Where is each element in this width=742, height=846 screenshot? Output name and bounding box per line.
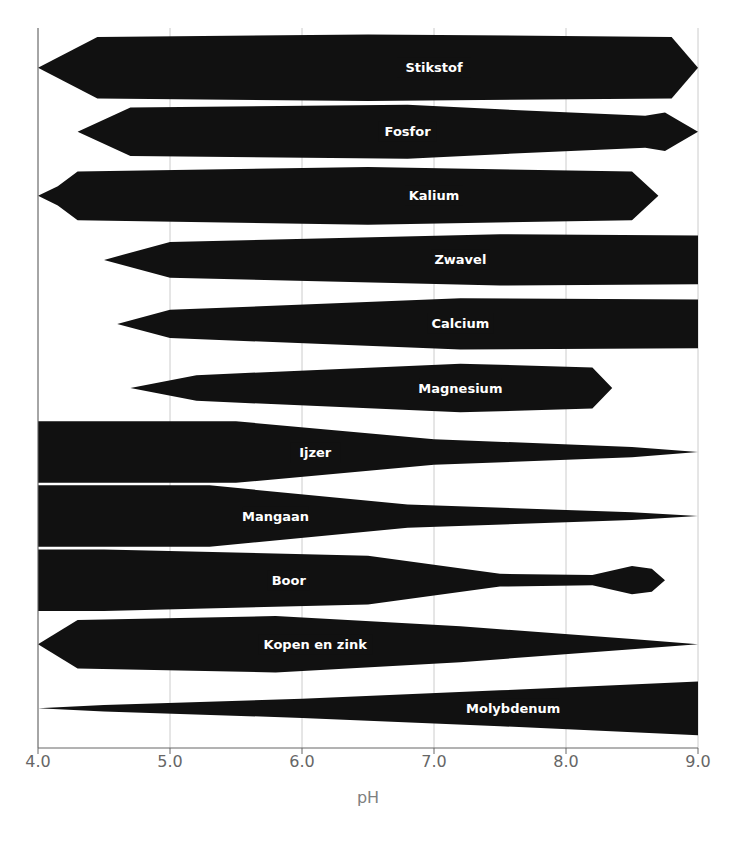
svg-text:Calcium: Calcium: [432, 316, 490, 331]
svg-text:Kopen en zink: Kopen en zink: [264, 637, 368, 652]
svg-text:5.0: 5.0: [157, 752, 182, 771]
svg-text:Magnesium: Magnesium: [418, 381, 502, 396]
svg-text:Ijzer: Ijzer: [299, 445, 332, 460]
svg-text:Molybdenum: Molybdenum: [466, 701, 560, 716]
svg-text:Kalium: Kalium: [409, 188, 460, 203]
svg-text:9.0: 9.0: [685, 752, 710, 771]
svg-text:Fosfor: Fosfor: [385, 124, 432, 139]
svg-text:Boor: Boor: [272, 573, 307, 588]
svg-text:8.0: 8.0: [553, 752, 578, 771]
svg-text:4.0: 4.0: [25, 752, 50, 771]
svg-text:6.0: 6.0: [289, 752, 314, 771]
svg-text:7.0: 7.0: [421, 752, 446, 771]
svg-text:Zwavel: Zwavel: [434, 252, 486, 267]
svg-text:pH: pH: [357, 788, 379, 807]
svg-text:Mangaan: Mangaan: [242, 509, 309, 524]
svg-text:Stikstof: Stikstof: [405, 60, 463, 75]
